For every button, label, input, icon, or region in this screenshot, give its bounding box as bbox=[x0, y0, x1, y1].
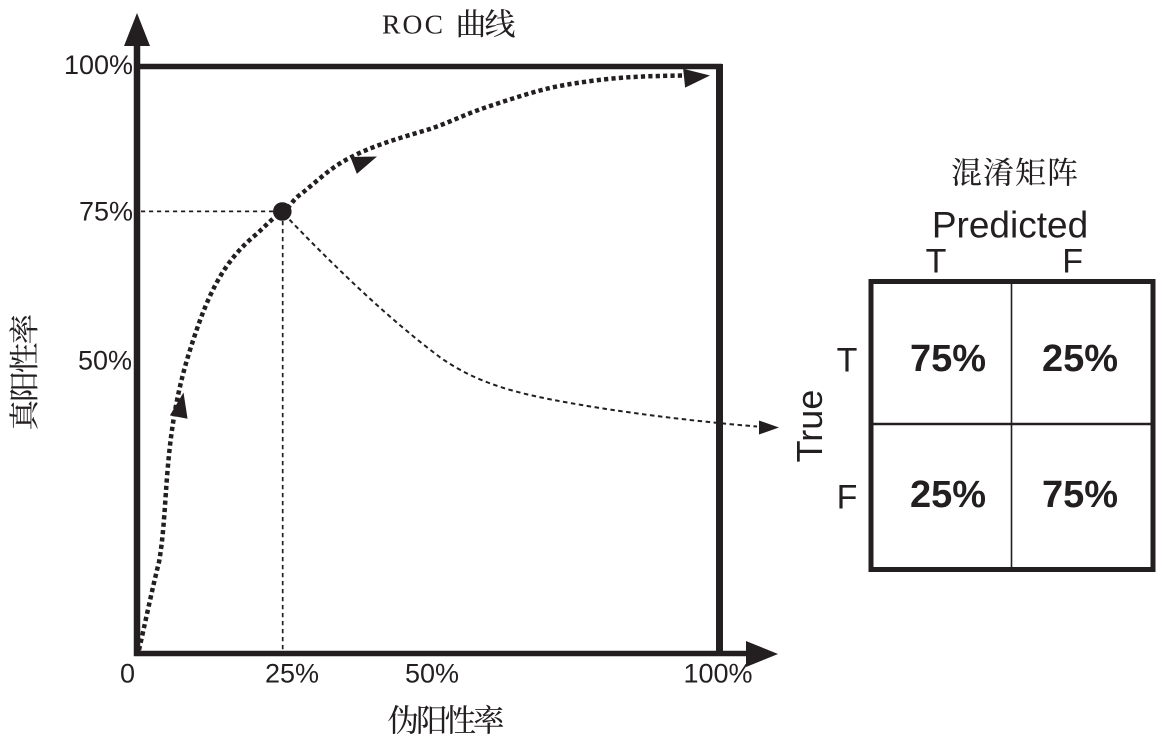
svg-text:ROC: ROC bbox=[382, 9, 445, 40]
svg-text:25%: 25% bbox=[1042, 338, 1118, 380]
svg-text:T: T bbox=[926, 243, 947, 281]
svg-text:75%: 75% bbox=[79, 197, 133, 227]
svg-text:F: F bbox=[1062, 243, 1083, 281]
svg-text:75%: 75% bbox=[910, 338, 986, 380]
svg-text:100%: 100% bbox=[683, 659, 752, 689]
svg-text:T: T bbox=[837, 342, 858, 380]
svg-text:F: F bbox=[837, 479, 858, 517]
svg-text:25%: 25% bbox=[265, 659, 319, 689]
svg-text:50%: 50% bbox=[78, 346, 132, 376]
svg-text:100%: 100% bbox=[64, 50, 133, 80]
svg-text:25%: 25% bbox=[910, 474, 986, 516]
svg-text:True: True bbox=[789, 390, 830, 463]
svg-text:75%: 75% bbox=[1042, 474, 1118, 516]
svg-text:Predicted: Predicted bbox=[932, 205, 1088, 246]
svg-text:0: 0 bbox=[120, 659, 135, 689]
svg-text:50%: 50% bbox=[405, 659, 459, 689]
